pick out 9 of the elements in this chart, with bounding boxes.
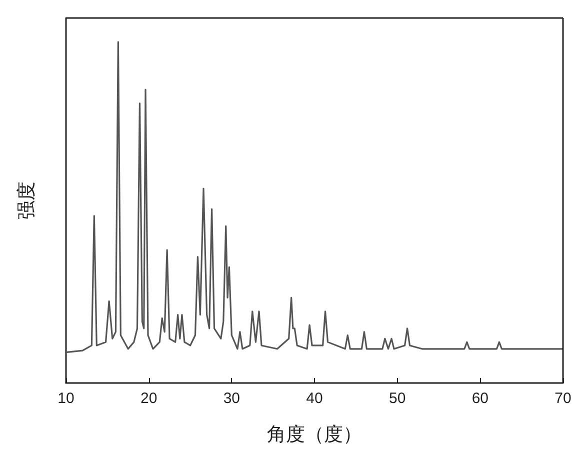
- x-tick-label: 20: [140, 390, 158, 407]
- x-tick-label: 60: [472, 390, 489, 407]
- x-tick-label: 40: [306, 390, 323, 407]
- x-tick-label: 30: [223, 390, 240, 407]
- x-axis-title: 角度（度）: [267, 424, 362, 446]
- x-tick-label: 70: [554, 390, 572, 407]
- y-axis-title: 强度: [16, 182, 38, 220]
- x-tick-label: 10: [58, 390, 74, 407]
- x-tick-label: 50: [388, 390, 406, 407]
